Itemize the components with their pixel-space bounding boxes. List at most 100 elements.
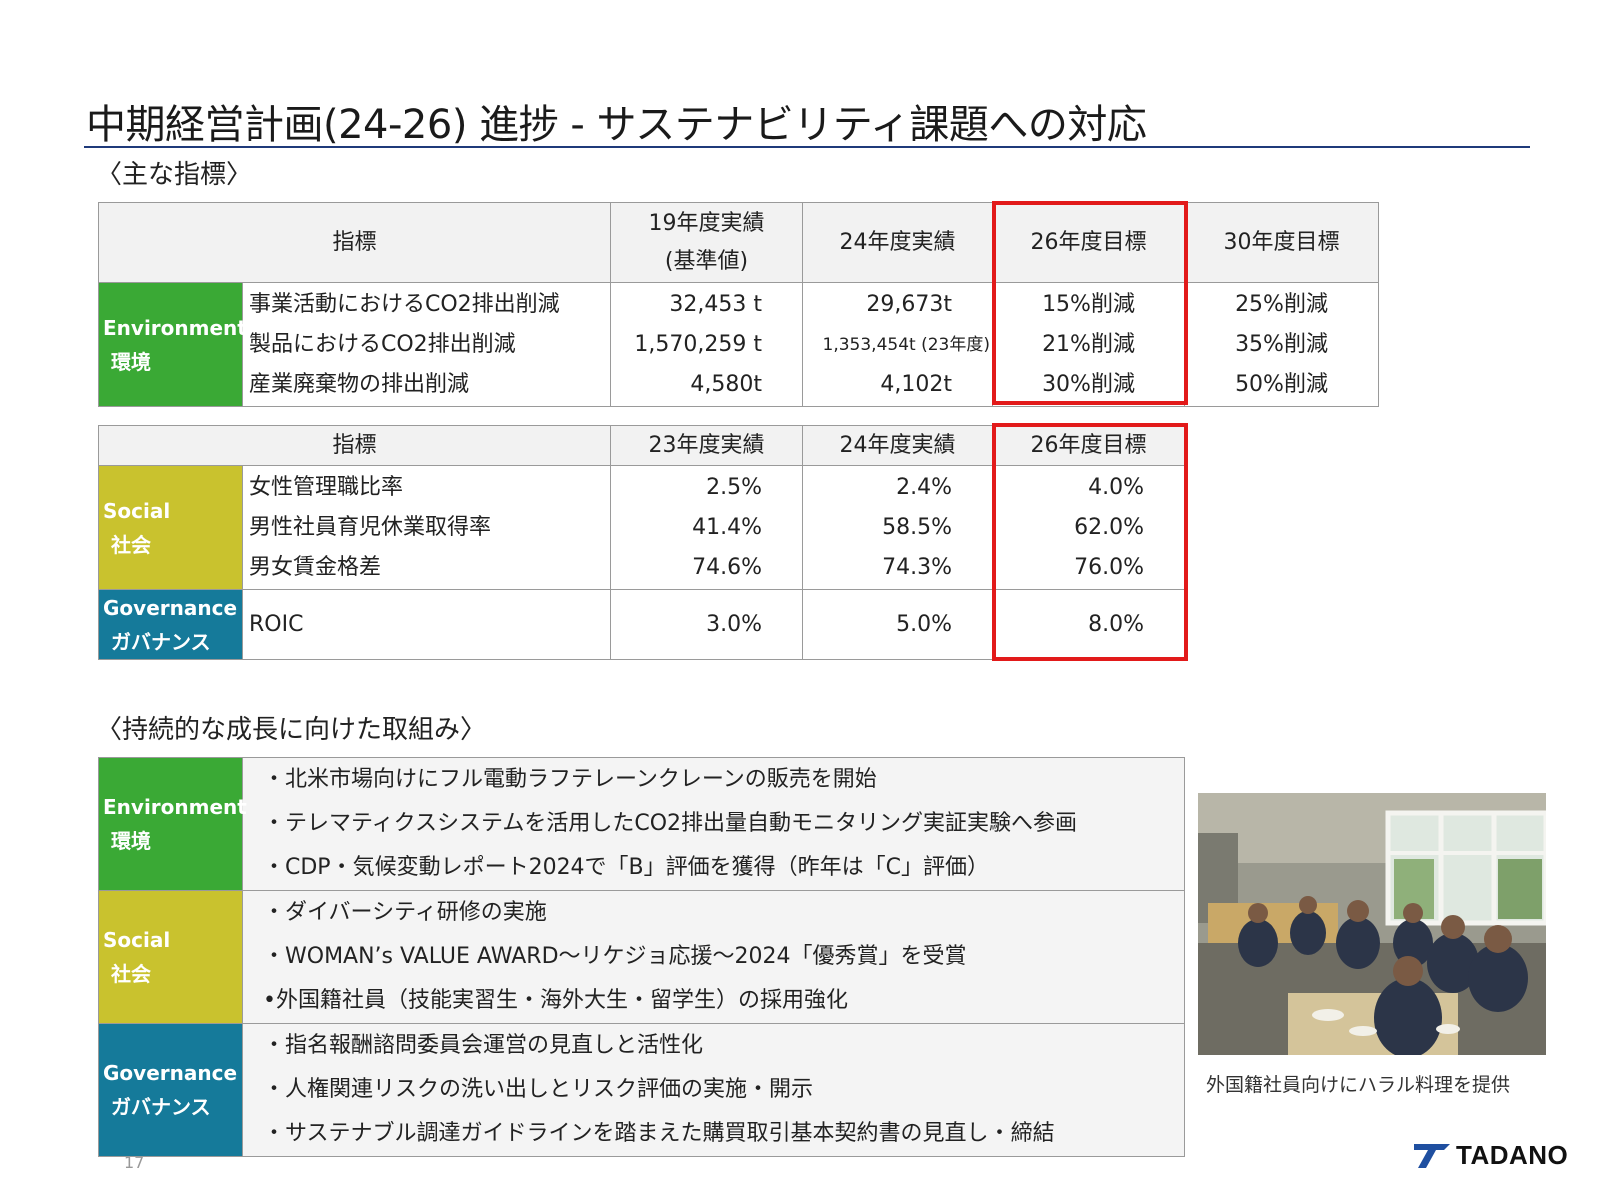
category-governance: Governance ガバナンス [98,589,243,660]
company-logo: TADANO [1414,1140,1568,1171]
initiative-list: ・指名報酬諮問委員会運営の見直しと活性化 ・人権関連リスクの洗い出しとリスク評価… [242,1023,1185,1157]
initiative-item: ・サステナブル調達ガイドラインを踏まえた購買取引基本契約書の見直し・締結 [263,1121,1055,1146]
category-label-en: Environment [103,315,247,340]
category-governance: Governance ガバナンス [98,1023,243,1157]
category-label-en: Social [103,498,171,523]
fy19-value: 4,580t [690,371,763,397]
metric-label: 事業活動におけるCO2排出削減 [249,291,560,317]
initiative-item: ・人権関連リスクの洗い出しとリスク評価の実施・開示 [263,1077,814,1102]
category-label-jp: 環境 [111,349,151,374]
fy24-value: 29,673t [866,291,953,317]
fy26-target-value: 21%削減 [1042,331,1135,357]
metric-label: ROIC [249,611,304,637]
page-title: 中期経営計画(24-26) 進捗 - サステナビリティ課題への対応 [86,102,1147,148]
metric-column: 女性管理職比率 男性社員育児休業取得率 男女賃金格差 [241,465,612,590]
photo-caption: 外国籍社員向けにハラル料理を提供 [1206,1074,1511,1096]
fy23-value: 3.0% [706,611,763,637]
fy19-value: 1,570,259 t [634,331,763,357]
fy30-target-value: 25%削減 [1235,291,1328,317]
metric-label: 製品におけるCO2排出削減 [249,331,516,357]
environment-kpi-table: 指標 19年度実績 (基準値) 24年度実績 26年度目標 30年度目標 Env… [97,202,1380,407]
metric-column: ROIC [241,589,612,660]
header-fy26-target: 26年度目標 [992,425,1186,466]
metric-label: 産業廃棄物の排出削減 [249,371,470,397]
initiative-list: ・ダイバーシティ研修の実施 ・WOMAN’s VALUE AWARD～リケジョ応… [242,890,1185,1024]
fy26-target-value: 76.0% [1074,554,1145,580]
category-label-en: Governance [103,1061,238,1085]
fy26-target-column: 15%削減 21%削減 30%削減 [992,282,1186,407]
fy23-column: 3.0% [610,589,804,660]
fy19-value: 32,453 t [669,291,763,317]
initiative-item: ・ダイバーシティ研修の実施 [263,900,547,925]
header-fy23: 23年度実績 [610,425,804,466]
fy24-column: 2.4% 58.5% 74.3% [802,465,994,590]
fy24-column: 29,673t 1,353,454t (23年度) 4,102t [802,282,994,407]
category-label-jp: ガバナンス [111,1095,211,1119]
fy26-target-value: 30%削減 [1042,371,1135,397]
header-fy19: 19年度実績 (基準値) [610,202,804,283]
sg-kpi-header-row: 指標 23年度実績 24年度実績 26年度目標 [97,425,1186,466]
fy23-value: 41.4% [692,514,763,540]
header-fy19-line2: (基準値) [664,248,749,274]
fy24-value: 58.5% [882,514,953,540]
header-metric: 指標 [97,202,612,283]
fy24-value: 5.0% [896,611,953,637]
fy23-value: 2.5% [706,474,763,500]
initiative-item: ・WOMAN’s VALUE AWARD～リケジョ応援～2024「優秀賞」を受賞 [263,944,967,969]
category-label-en: Social [103,928,171,952]
category-label-jp: 環境 [111,829,151,853]
cafeteria-photo [1198,793,1546,1055]
tadano-logo-icon [1414,1143,1450,1168]
fy24-value: 4,102t [880,371,953,397]
fy24-column: 5.0% [802,589,994,660]
header-fy30-target: 30年度目標 [1184,202,1380,283]
header-fy19-line1: 19年度実績 [648,210,765,236]
fy24-value: 2.4% [896,474,953,500]
category-label-en: Environment [103,795,247,819]
initiative-row-social: Social 社会 ・ダイバーシティ研修の実施 ・WOMAN’s VALUE A… [98,890,1185,1024]
fy30-target-value: 35%削減 [1235,331,1328,357]
kpi-section-heading: 〈主な指標〉 [96,160,253,190]
category-environment: Environment 環境 [98,757,247,891]
environment-kpi-header-row: 指標 19年度実績 (基準値) 24年度実績 26年度目標 30年度目標 [97,202,1380,283]
category-label-jp: 社会 [111,962,151,986]
fy26-target-value: 62.0% [1074,514,1145,540]
fy23-column: 2.5% 41.4% 74.6% [610,465,804,590]
fy26-target-highlight-box [992,423,1188,661]
initiative-row-environment: Environment 環境 ・北米市場向けにフル電動ラフテレーンクレーンの販売… [98,757,1185,891]
fy26-target-value: 15%削減 [1042,291,1135,317]
page-number: 17 [124,1153,145,1172]
initiative-row-governance: Governance ガバナンス ・指名報酬諮問委員会運営の見直しと活性化 ・人… [98,1023,1185,1157]
fy30-target-value: 50%削減 [1235,371,1328,397]
fy26-target-highlight-box [992,201,1188,405]
logo-text: TADANO [1456,1140,1569,1170]
initiative-item: ・CDP・気候変動レポート2024で「B」評価を獲得（昨年は「C」評価） [263,855,990,880]
fy24-value: 1,353,454t (23年度) [822,334,991,355]
initiative-item: ・指名報酬諮問委員会運営の見直しと活性化 [263,1033,704,1058]
title-divider [84,146,1530,148]
category-environment: Environment 環境 [98,282,247,407]
initiatives-section-heading: 〈持続的な成長に向けた取組み〉 [96,715,487,745]
category-label-en: Governance [103,595,238,620]
fy26-target-value: 4.0% [1088,474,1145,500]
environment-kpi-body-row: Environment 環境 事業活動におけるCO2排出削減 製品におけるCO2… [98,282,1380,407]
metric-label: 男性社員育児休業取得率 [249,514,492,540]
social-kpi-row: Social 社会 女性管理職比率 男性社員育児休業取得率 男女賃金格差 2.5… [98,465,1186,590]
initiative-item: •外国籍社員（技能実習生・海外大生・留学生）の採用強化 [263,988,848,1013]
fy30-target-column: 25%削減 35%削減 50%削減 [1184,282,1380,407]
header-fy24: 24年度実績 [802,425,994,466]
fy26-target-column: 4.0% 62.0% 76.0% [992,465,1186,590]
fy24-value: 74.3% [882,554,953,580]
category-social: Social 社会 [98,465,243,590]
header-metric: 指標 [97,425,612,466]
fy23-value: 74.6% [692,554,763,580]
initiative-item: ・テレマティクスシステムを活用したCO2排出量自動モニタリング実証実験へ参画 [263,811,1078,836]
category-label-jp: ガバナンス [111,629,211,654]
metric-column: 事業活動におけるCO2排出削減 製品におけるCO2排出削減 産業廃棄物の排出削減 [241,282,612,407]
metric-label: 男女賃金格差 [249,554,382,580]
initiative-list: ・北米市場向けにフル電動ラフテレーンクレーンの販売を開始 ・テレマティクスシステ… [242,757,1185,891]
social-governance-kpi-table: 指標 23年度実績 24年度実績 26年度目標 Social 社会 女性管理職比… [97,425,1186,660]
metric-label: 女性管理職比率 [249,474,404,500]
category-label-jp: 社会 [111,532,151,557]
fy26-target-value: 8.0% [1088,611,1145,637]
